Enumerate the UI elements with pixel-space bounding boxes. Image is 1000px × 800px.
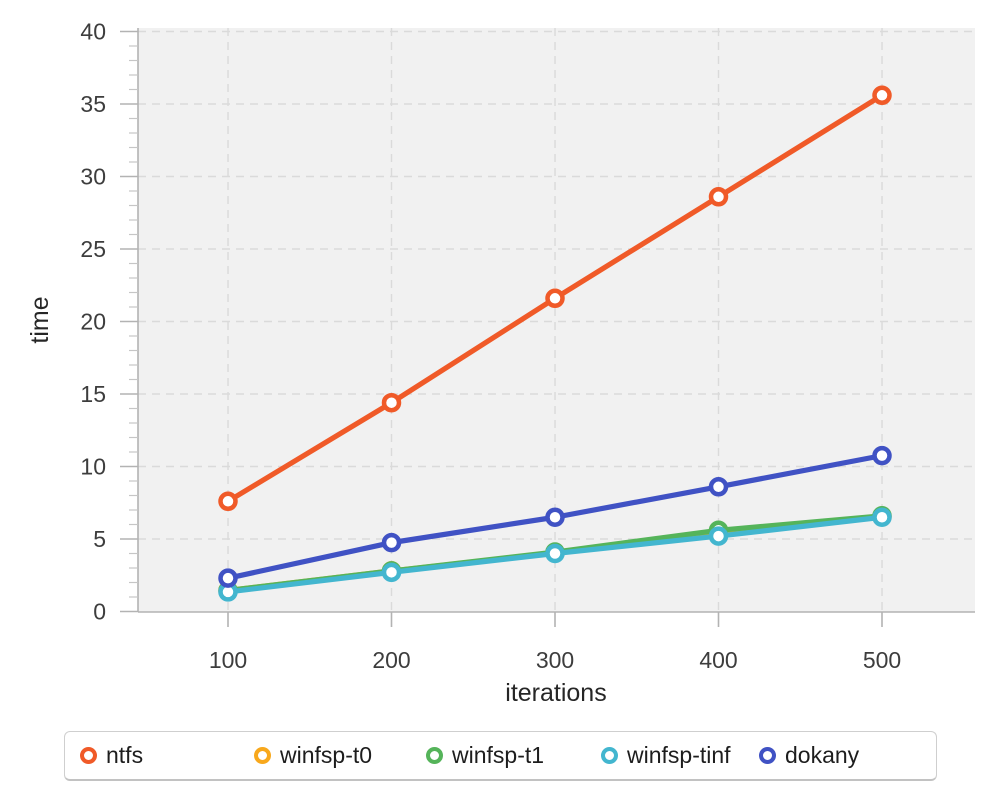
data-point-ntfs[interactable]	[381, 392, 402, 413]
y-tick-label: 15	[80, 381, 106, 407]
series-winfsp-tinf	[218, 507, 892, 602]
legend-marker-winfsp-t1-icon	[426, 747, 443, 764]
data-point-winfsp-tinf[interactable]	[381, 562, 402, 583]
y-tick-label: 10	[80, 454, 106, 480]
legend-label-winfsp-t0: winfsp-t0	[280, 742, 373, 768]
legend-marker-dokany-icon	[759, 747, 776, 764]
legend-marker-ntfs-icon	[80, 747, 97, 764]
data-point-ntfs[interactable]	[545, 288, 565, 309]
y-tick-label: 40	[80, 19, 106, 45]
line-chart: 0 5 10 15 20 25 30 35 40 100 200 300 400 500 time ite…	[26, 19, 975, 707]
data-point-dokany[interactable]	[708, 477, 729, 497]
y-tick-label: 30	[80, 164, 106, 190]
x-tick-label: 300	[536, 647, 574, 673]
series-layer	[218, 85, 892, 602]
legend-marker-winfsp-t0-icon	[254, 747, 271, 764]
series-dokany	[218, 445, 892, 588]
data-point-ntfs[interactable]	[218, 491, 238, 512]
legend-item-dokany[interactable]: dokany	[759, 744, 859, 767]
tick-labels: 0 5 10 15 20 25 30 35 40 100 200 300 400 500	[80, 19, 901, 674]
data-point-dokany[interactable]	[218, 568, 238, 588]
legend-item-winfsp-t1[interactable]: winfsp-t1	[426, 744, 601, 767]
y-tick-label: 20	[80, 309, 106, 335]
data-point-dokany[interactable]	[381, 532, 402, 553]
y-tick-label: 25	[80, 236, 106, 262]
axes	[120, 28, 975, 627]
y-axis-title: time	[26, 296, 54, 343]
data-point-dokany[interactable]	[545, 507, 565, 527]
legend-item-ntfs[interactable]: ntfs	[80, 744, 254, 767]
x-tick-label: 100	[209, 647, 247, 673]
legend-item-winfsp-tinf[interactable]: winfsp-tinf	[601, 744, 759, 767]
y-tick-label: 0	[93, 599, 106, 625]
legend-label-ntfs: ntfs	[106, 742, 144, 768]
x-tick-label: 500	[863, 647, 901, 673]
x-axis-title: iterations	[505, 679, 606, 707]
y-tick-label: 5	[93, 526, 106, 552]
x-tick-label: 200	[372, 647, 410, 673]
legend-marker-winfsp-tinf-icon	[601, 747, 618, 764]
y-tick-label: 35	[80, 91, 106, 117]
series-ntfs	[218, 85, 892, 512]
data-point-dokany[interactable]	[872, 445, 892, 466]
data-point-winfsp-tinf[interactable]	[708, 526, 729, 546]
legend: ntfs winfsp-t0 winfsp-t1 winfsp-tinf dok…	[64, 731, 937, 781]
x-tick-label: 400	[699, 647, 737, 673]
data-point-ntfs[interactable]	[708, 187, 729, 207]
data-point-winfsp-tinf[interactable]	[545, 543, 565, 564]
data-point-ntfs[interactable]	[872, 85, 892, 106]
legend-label-dokany: dokany	[785, 742, 860, 768]
legend-label-winfsp-tinf: winfsp-tinf	[627, 742, 731, 768]
legend-item-winfsp-t0[interactable]: winfsp-t0	[254, 744, 426, 767]
legend-label-winfsp-t1: winfsp-t1	[452, 742, 545, 768]
data-point-winfsp-tinf[interactable]	[872, 507, 892, 527]
